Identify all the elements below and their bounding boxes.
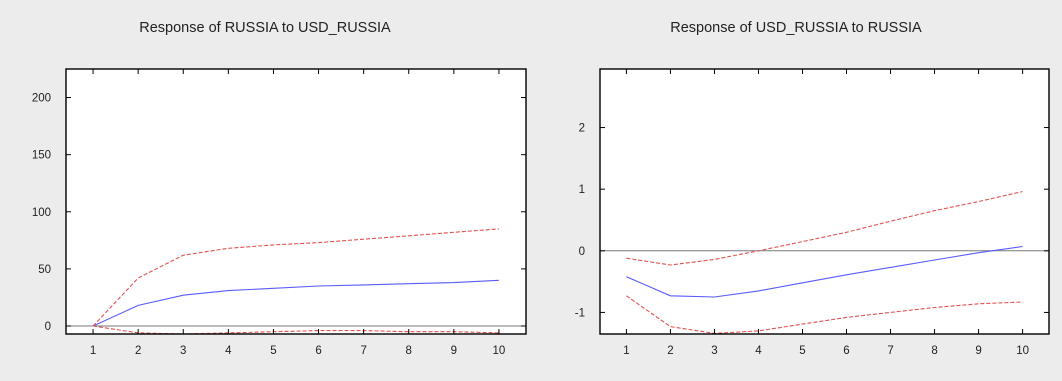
x-tick-label-left: 8 — [406, 345, 412, 357]
plot-frame-right — [599, 68, 1050, 335]
x-tick-label-right: 2 — [667, 345, 673, 357]
upper-band-line-left — [92, 228, 499, 327]
lower-band-line-right — [626, 295, 1023, 334]
plot-right: 1 2 3 4 5 6 7 8 9 10 -1 0 1 2 — [575, 68, 1050, 357]
x-tick-label-right: 10 — [1016, 345, 1029, 357]
x-tick-label-right: 8 — [931, 345, 937, 357]
upper-band-line-right — [626, 191, 1023, 266]
x-tick-label-right: 7 — [887, 345, 893, 357]
x-tick-label-left: 6 — [315, 345, 321, 357]
y-tick-label-left: 50 — [38, 264, 51, 276]
x-tick-label-right: 5 — [799, 345, 805, 357]
x-tick-label-left: 3 — [180, 345, 186, 357]
x-tick-label-left: 1 — [90, 345, 96, 357]
x-tick-label-right: 6 — [843, 345, 849, 357]
x-tick-label-left: 2 — [135, 345, 141, 357]
y-tick-label-left: 200 — [32, 93, 51, 105]
y-tick-label-right: 1 — [579, 184, 585, 196]
response-line-right — [626, 245, 1023, 298]
y-tick-label-left: 0 — [45, 321, 51, 333]
y-tick-label-left: 100 — [32, 207, 51, 219]
y-tick-label-right: 2 — [579, 123, 585, 135]
chart-panel-right: Response of USD_RUSSIA to RUSSIA 1 2 3 4 5 6 7… — [530, 0, 1062, 381]
chart-title-right: Response of USD_RUSSIA to RUSSIA — [670, 20, 922, 36]
response-line-left — [92, 279, 499, 327]
plot-frame-left — [65, 68, 527, 335]
x-tick-label-left: 4 — [225, 345, 232, 357]
x-tick-label-left: 7 — [360, 345, 366, 357]
chart-panel-left: Response of RUSSIA to USD_RUSSIA 1 2 3 4 5 6 7… — [0, 0, 530, 381]
plot-area-left — [66, 69, 526, 334]
plot-area-right — [600, 69, 1049, 334]
x-tick-label-right: 9 — [975, 345, 981, 357]
x-tick-label-left: 5 — [270, 345, 276, 357]
y-tick-label-left: 150 — [32, 150, 51, 162]
x-tick-label-left: 10 — [493, 345, 506, 357]
x-tick-label-right: 1 — [623, 345, 629, 357]
y-tick-label-right: -1 — [575, 307, 585, 319]
x-tick-label-right: 4 — [755, 345, 762, 357]
x-tick-label-right: 3 — [711, 345, 717, 357]
y-tick-label-right: 0 — [579, 246, 585, 258]
chart-title-left: Response of RUSSIA to USD_RUSSIA — [139, 20, 391, 36]
x-tick-label-left: 9 — [451, 345, 457, 357]
